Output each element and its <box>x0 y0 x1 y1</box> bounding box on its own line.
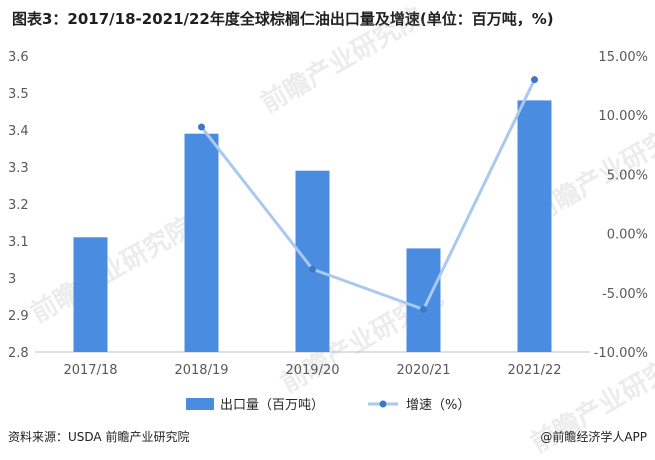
x-tick-label: 2021/22 <box>507 363 561 378</box>
growth-line <box>200 79 536 311</box>
y-left-tick-label: 2.8 <box>8 346 29 361</box>
growth-point-2020/21 <box>420 305 427 313</box>
bar-2017/18 <box>73 237 108 352</box>
y-right-tick-label: -5.00% <box>602 287 648 302</box>
y-left-tick-label: 2.9 <box>8 309 29 324</box>
y-right-tick-label: 10.00% <box>598 109 648 124</box>
x-tick-label: 2018/19 <box>174 363 228 378</box>
y-right-tick-label: -10.00% <box>594 346 648 361</box>
source-note: 资料来源：USDA 前瞻产业研究院 <box>8 430 190 444</box>
y-left-tick-label: 3 <box>8 272 16 287</box>
bar-2019/20 <box>295 170 330 352</box>
bar-2020/21 <box>406 248 441 352</box>
chart-title: 图表3：2017/18-2021/22年度全球棕榈仁油出口量及增速(单位：百万吨… <box>12 10 554 28</box>
y-left-tick-label: 3.2 <box>8 198 29 213</box>
growth-point-2018/19 <box>198 123 205 131</box>
bar-2021/22 <box>517 100 552 353</box>
bar-2018/19 <box>184 133 219 352</box>
growth-point-2019/20 <box>309 265 316 273</box>
legend-line-marker <box>379 400 387 408</box>
legend-line-label: 增速（%） <box>406 398 470 413</box>
legend-bar-swatch <box>186 398 214 410</box>
y-left-tick-label: 3.5 <box>8 87 29 102</box>
y-left-tick-label: 3.4 <box>8 124 29 139</box>
x-tick-label: 2020/21 <box>396 363 450 378</box>
y-right-tick-label: 0.00% <box>607 228 648 243</box>
y-left-tick-label: 3.3 <box>8 161 29 176</box>
legend-bar-label: 出口量（百万吨） <box>220 398 324 413</box>
x-tick-label: 2017/18 <box>63 363 117 378</box>
x-tick-label: 2019/20 <box>285 363 339 378</box>
y-left-tick-label: 3.6 <box>8 50 29 65</box>
brand-credit: @前瞻经济学人APP <box>540 430 647 444</box>
growth-point-2021/22 <box>531 76 538 84</box>
y-left-tick-label: 3.1 <box>8 235 29 250</box>
y-right-tick-label: 5.00% <box>607 168 648 183</box>
y-right-tick-label: 15.00% <box>598 50 648 65</box>
